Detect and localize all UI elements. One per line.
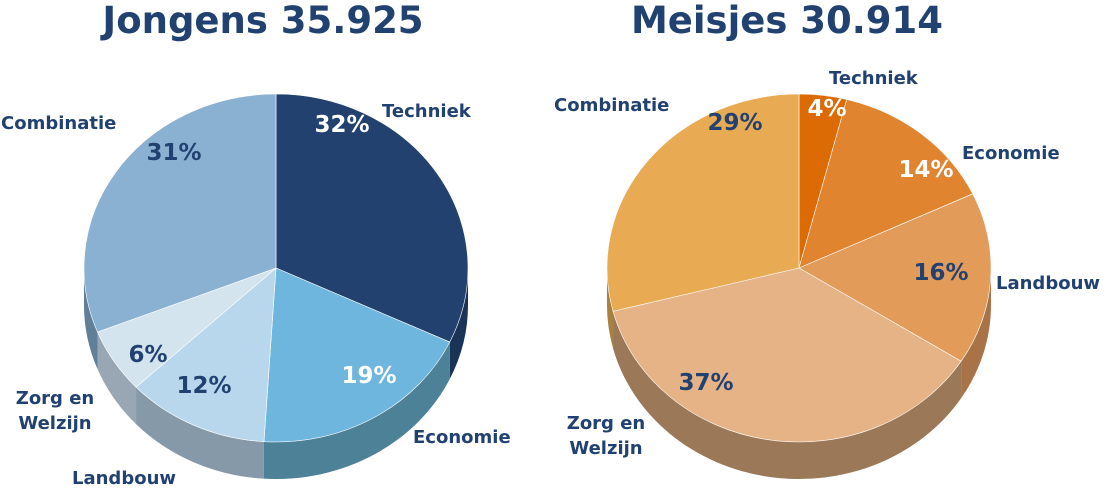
chart-title: Meisjes 30.914 xyxy=(631,0,943,42)
chart-title: Jongens 35.925 xyxy=(99,0,423,42)
slice-landbouw xyxy=(135,267,277,442)
slice-side-combinatie xyxy=(607,268,614,349)
category-label-landbouw: Landbouw xyxy=(72,468,176,489)
category-label-economie: Economie xyxy=(962,143,1060,164)
data-label-techniek: 32% xyxy=(314,112,369,138)
data-label-zorg-en-welzijn: 6% xyxy=(128,342,167,368)
category-label-landbouw: Landbouw xyxy=(996,273,1100,294)
pie-chart-meisjes: Meisjes 30.914 Techniek Economie Landbouw Zo… xyxy=(554,0,1100,479)
data-label-combinatie: 29% xyxy=(707,110,762,136)
slice-combinatie xyxy=(606,93,800,312)
data-label-economie: 14% xyxy=(898,157,953,183)
slice-side-economie xyxy=(263,342,450,479)
data-label-zorg-en-welzijn: 37% xyxy=(678,370,733,396)
slice-side-combinatie xyxy=(84,268,98,370)
slice-side-zorg-en-welzijn xyxy=(97,332,137,425)
slice-side-landbouw xyxy=(961,268,991,399)
slice-zorg-en-welzijn xyxy=(612,267,962,443)
slice-economie xyxy=(798,99,974,269)
slice-side-landbouw xyxy=(136,387,264,479)
category-label-zorg-en-welzijn: Zorg en Welzijn xyxy=(16,388,94,434)
slice-economie xyxy=(263,267,451,443)
pie-chart-jongens: Jongens 35.925 Techniek Economie Landbouw Zo… xyxy=(1,0,511,489)
category-label-techniek: Techniek xyxy=(382,101,472,122)
data-label-combinatie: 31% xyxy=(146,140,201,166)
slice-techniek xyxy=(275,93,469,343)
category-label-economie: Economie xyxy=(413,427,511,448)
data-label-economie: 19% xyxy=(341,363,396,389)
category-label-techniek: Techniek xyxy=(829,68,919,89)
category-label-zorg-en-welzijn: Zorg en Welzijn xyxy=(567,413,645,459)
slice-side-zorg-en-welzijn xyxy=(613,311,962,479)
slice-side-techniek xyxy=(449,268,468,380)
category-label-combinatie: Combinatie xyxy=(1,113,116,134)
data-label-landbouw: 16% xyxy=(913,260,968,286)
category-label-combinatie: Combinatie xyxy=(554,95,669,116)
data-label-techniek: 4% xyxy=(807,96,846,122)
slice-combinatie xyxy=(83,93,277,333)
data-label-landbouw: 12% xyxy=(176,373,231,399)
slice-landbouw xyxy=(798,193,992,362)
